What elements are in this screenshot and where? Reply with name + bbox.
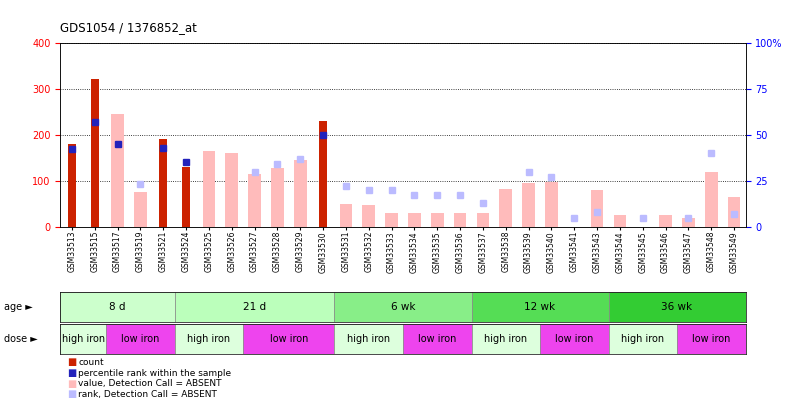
- Bar: [431, 213, 443, 227]
- Bar: [728, 197, 741, 227]
- Text: ■: ■: [67, 389, 76, 399]
- Bar: [454, 213, 467, 227]
- Bar: [659, 215, 672, 227]
- Bar: [609, 292, 746, 322]
- Bar: [408, 213, 421, 227]
- Bar: [472, 292, 609, 322]
- Bar: [60, 292, 175, 322]
- Text: 6 wk: 6 wk: [391, 302, 415, 312]
- Text: 12 wk: 12 wk: [525, 302, 555, 312]
- Bar: [175, 324, 243, 354]
- Bar: [134, 192, 147, 227]
- Text: dose ►: dose ►: [4, 334, 38, 344]
- Text: rank, Detection Call = ABSENT: rank, Detection Call = ABSENT: [78, 390, 217, 399]
- Text: high iron: high iron: [187, 334, 231, 344]
- Bar: [271, 168, 284, 227]
- Text: age ►: age ►: [4, 302, 33, 312]
- Bar: [334, 324, 403, 354]
- Bar: [385, 213, 398, 227]
- Text: low iron: low iron: [418, 334, 456, 344]
- Text: low iron: low iron: [555, 334, 593, 344]
- Text: low iron: low iron: [692, 334, 730, 344]
- Text: low iron: low iron: [270, 334, 308, 344]
- Text: count: count: [78, 358, 104, 367]
- Bar: [60, 324, 106, 354]
- Text: high iron: high iron: [621, 334, 664, 344]
- Bar: [476, 213, 489, 227]
- Bar: [613, 215, 626, 227]
- Bar: [319, 121, 327, 227]
- Bar: [106, 324, 175, 354]
- Bar: [68, 144, 76, 227]
- Bar: [363, 205, 375, 227]
- Bar: [294, 160, 306, 227]
- Bar: [705, 173, 717, 227]
- Bar: [91, 79, 98, 227]
- Bar: [500, 189, 512, 227]
- Text: high iron: high iron: [347, 334, 390, 344]
- Text: high iron: high iron: [62, 334, 105, 344]
- Bar: [403, 324, 472, 354]
- Bar: [339, 204, 352, 227]
- Text: GDS1054 / 1376852_at: GDS1054 / 1376852_at: [60, 21, 197, 34]
- Text: percentile rank within the sample: percentile rank within the sample: [78, 369, 231, 377]
- Text: value, Detection Call = ABSENT: value, Detection Call = ABSENT: [78, 379, 222, 388]
- Bar: [540, 324, 609, 354]
- Bar: [472, 324, 540, 354]
- Bar: [175, 292, 334, 322]
- Bar: [202, 151, 215, 227]
- Bar: [682, 217, 695, 227]
- Bar: [591, 190, 604, 227]
- Bar: [609, 324, 677, 354]
- Text: low iron: low iron: [121, 334, 160, 344]
- Bar: [334, 292, 472, 322]
- Text: ■: ■: [67, 368, 76, 378]
- Bar: [111, 114, 124, 227]
- Bar: [545, 182, 558, 227]
- Bar: [248, 174, 261, 227]
- Bar: [182, 167, 190, 227]
- Text: ■: ■: [67, 358, 76, 367]
- Text: high iron: high iron: [484, 334, 527, 344]
- Text: 36 wk: 36 wk: [662, 302, 692, 312]
- Text: ■: ■: [67, 379, 76, 388]
- Bar: [160, 139, 167, 227]
- Text: 21 d: 21 d: [243, 302, 266, 312]
- Bar: [677, 324, 746, 354]
- Bar: [243, 324, 334, 354]
- Text: 8 d: 8 d: [110, 302, 126, 312]
- Bar: [226, 153, 238, 227]
- Bar: [522, 183, 535, 227]
